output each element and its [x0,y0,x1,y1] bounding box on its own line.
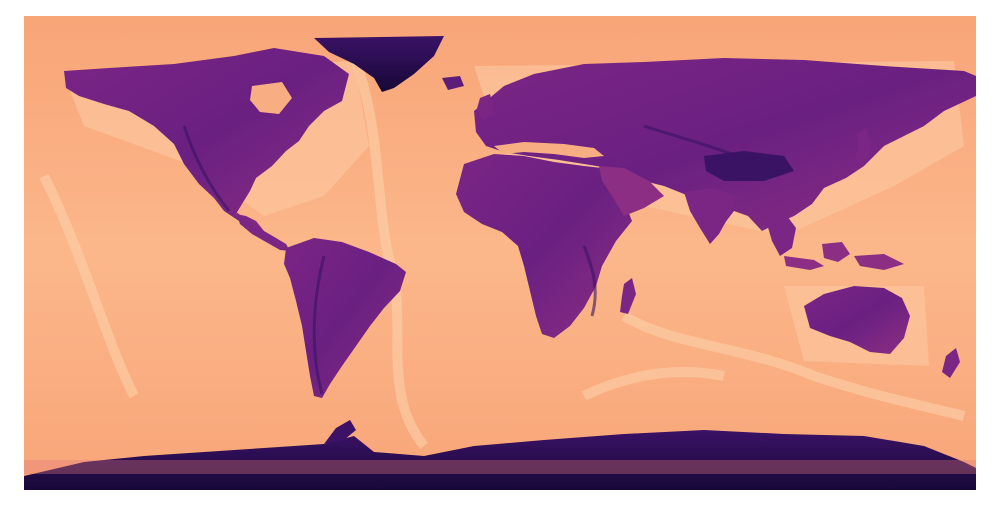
mediterranean-sea [494,142,604,158]
hudson-bay [250,82,292,114]
new-zealand [942,348,960,378]
japan [854,128,872,166]
british-isles [476,94,494,120]
africa [456,154,632,338]
map-canvas [24,16,976,490]
mountain-ranges [182,124,765,395]
australia [804,286,910,354]
indonesia [784,242,904,270]
tibetan-plateau [704,151,794,181]
southern-sea-ice [24,460,976,474]
antarctica [24,430,976,490]
southeast-asia [764,212,796,256]
madagascar [620,278,636,314]
greenland [314,36,444,92]
indian-subcontinent [684,188,736,244]
world-relief-map [24,16,976,490]
antarctic-peninsula [324,420,356,444]
central-america [236,212,290,251]
arabian-peninsula [599,166,664,216]
eurasia [474,58,976,231]
iceland [442,76,464,90]
